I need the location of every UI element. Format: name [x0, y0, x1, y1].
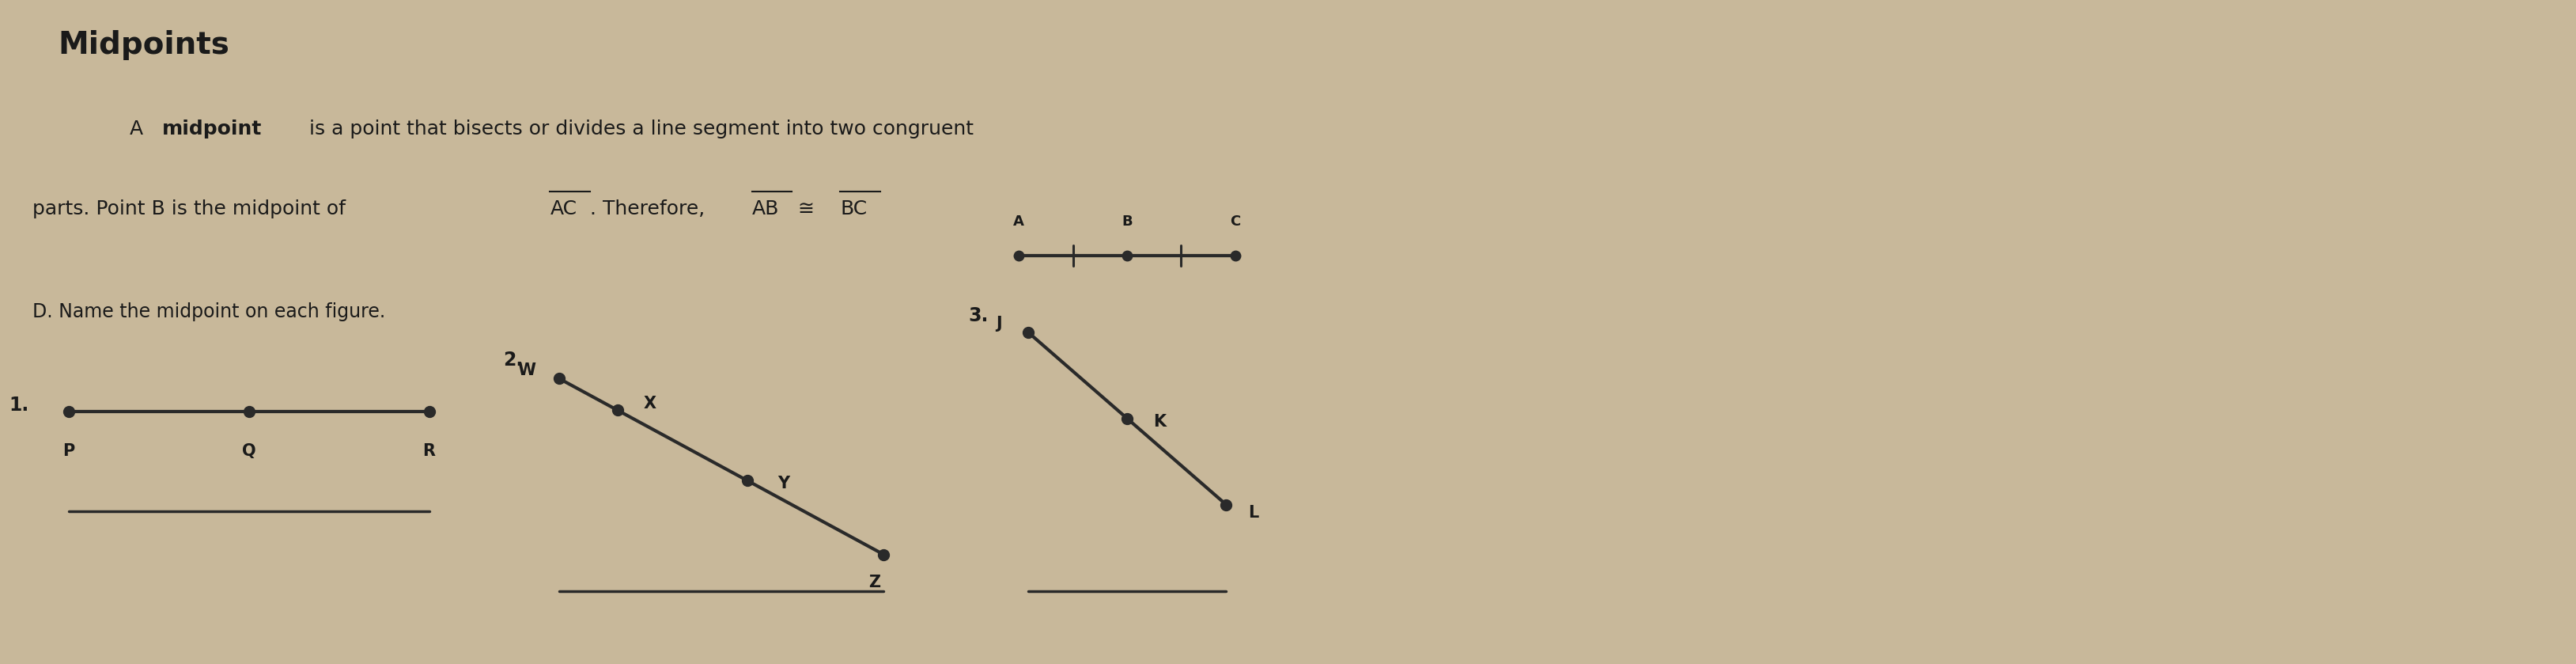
- Text: AB: AB: [752, 199, 778, 218]
- Text: 3.: 3.: [969, 306, 989, 325]
- Text: C: C: [1229, 215, 1242, 229]
- Text: is a point that bisects or divides a line segment into two congruent: is a point that bisects or divides a lin…: [304, 120, 974, 139]
- Text: Y: Y: [778, 476, 788, 492]
- Text: Q: Q: [242, 444, 255, 459]
- Text: BC: BC: [840, 199, 868, 218]
- Text: R: R: [422, 444, 435, 459]
- Text: W: W: [518, 363, 536, 378]
- Text: ≅: ≅: [791, 199, 822, 218]
- Text: K: K: [1154, 414, 1167, 430]
- Text: 2.: 2.: [502, 351, 523, 369]
- Text: P: P: [62, 444, 75, 459]
- Text: . Therefore,: . Therefore,: [590, 199, 711, 218]
- Text: Midpoints: Midpoints: [57, 30, 229, 60]
- Text: A: A: [129, 120, 149, 139]
- Text: midpoint: midpoint: [162, 120, 263, 139]
- Text: B: B: [1121, 215, 1133, 229]
- Text: D. Name the midpoint on each figure.: D. Name the midpoint on each figure.: [33, 302, 386, 321]
- Text: J: J: [997, 316, 1002, 332]
- Text: A: A: [1012, 215, 1025, 229]
- Text: X: X: [644, 396, 657, 412]
- Text: Z: Z: [868, 574, 881, 590]
- Text: L: L: [1247, 505, 1260, 521]
- Text: AC: AC: [549, 199, 577, 218]
- Text: 1.: 1.: [8, 396, 28, 414]
- Text: parts. Point B is the midpoint of: parts. Point B is the midpoint of: [33, 199, 353, 218]
